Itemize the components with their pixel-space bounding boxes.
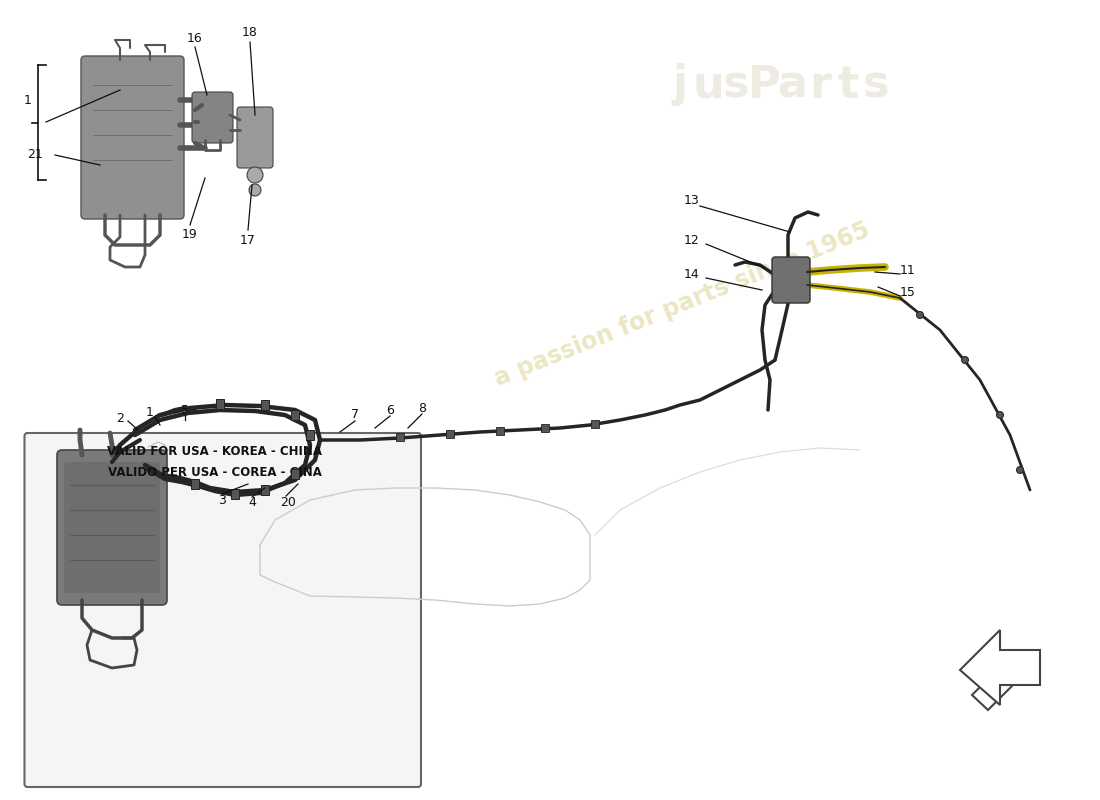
Bar bbox=[496, 427, 504, 435]
FancyBboxPatch shape bbox=[64, 462, 160, 593]
Text: 1: 1 bbox=[146, 406, 154, 419]
Text: VALIDO PER USA - COREA - CINA: VALIDO PER USA - COREA - CINA bbox=[108, 466, 321, 478]
Bar bbox=[261, 400, 270, 410]
Text: s: s bbox=[862, 63, 889, 106]
Text: VALID FOR USA - KOREA - CHINA: VALID FOR USA - KOREA - CHINA bbox=[107, 446, 322, 458]
Bar bbox=[541, 424, 549, 432]
Text: 12: 12 bbox=[684, 234, 700, 246]
Text: 1: 1 bbox=[24, 94, 32, 106]
Bar bbox=[216, 399, 224, 409]
Bar bbox=[306, 430, 313, 440]
Text: 16: 16 bbox=[187, 31, 202, 45]
Text: r: r bbox=[808, 63, 830, 106]
Bar bbox=[292, 410, 299, 420]
Text: 5: 5 bbox=[182, 403, 189, 417]
Text: 8: 8 bbox=[418, 402, 426, 414]
Text: 14: 14 bbox=[684, 269, 700, 282]
FancyBboxPatch shape bbox=[772, 257, 810, 303]
Text: 6: 6 bbox=[386, 403, 394, 417]
Text: 4: 4 bbox=[249, 497, 256, 510]
Bar bbox=[446, 430, 454, 438]
Bar bbox=[191, 479, 199, 489]
FancyBboxPatch shape bbox=[192, 92, 233, 143]
Circle shape bbox=[916, 311, 924, 318]
FancyBboxPatch shape bbox=[24, 433, 421, 787]
Text: 3: 3 bbox=[218, 494, 226, 506]
Text: 13: 13 bbox=[684, 194, 700, 206]
Text: 15: 15 bbox=[900, 286, 916, 298]
Text: 2: 2 bbox=[117, 411, 124, 425]
Text: t: t bbox=[837, 63, 859, 106]
Text: 17: 17 bbox=[240, 234, 256, 246]
Text: 18: 18 bbox=[242, 26, 257, 38]
Text: 21: 21 bbox=[28, 149, 43, 162]
Polygon shape bbox=[960, 630, 1040, 705]
Bar bbox=[591, 420, 600, 428]
Circle shape bbox=[249, 184, 261, 196]
Text: a passion for parts since 1965: a passion for parts since 1965 bbox=[491, 218, 873, 390]
FancyBboxPatch shape bbox=[57, 450, 167, 605]
Bar bbox=[261, 485, 270, 495]
FancyBboxPatch shape bbox=[236, 107, 273, 168]
Text: 11: 11 bbox=[900, 263, 916, 277]
Circle shape bbox=[997, 411, 1003, 418]
Circle shape bbox=[248, 167, 263, 183]
Text: 7: 7 bbox=[351, 409, 359, 422]
Text: a: a bbox=[777, 63, 807, 106]
Text: 20: 20 bbox=[280, 495, 296, 509]
Text: 19: 19 bbox=[183, 229, 198, 242]
Circle shape bbox=[1016, 466, 1023, 474]
Bar bbox=[396, 433, 404, 441]
Bar bbox=[231, 489, 239, 499]
Text: u: u bbox=[692, 63, 724, 106]
Polygon shape bbox=[972, 655, 1028, 710]
Bar bbox=[292, 469, 299, 479]
Text: j: j bbox=[672, 63, 688, 106]
Text: s: s bbox=[723, 63, 749, 106]
FancyBboxPatch shape bbox=[81, 56, 184, 219]
Text: P: P bbox=[748, 63, 780, 106]
Circle shape bbox=[961, 357, 968, 363]
